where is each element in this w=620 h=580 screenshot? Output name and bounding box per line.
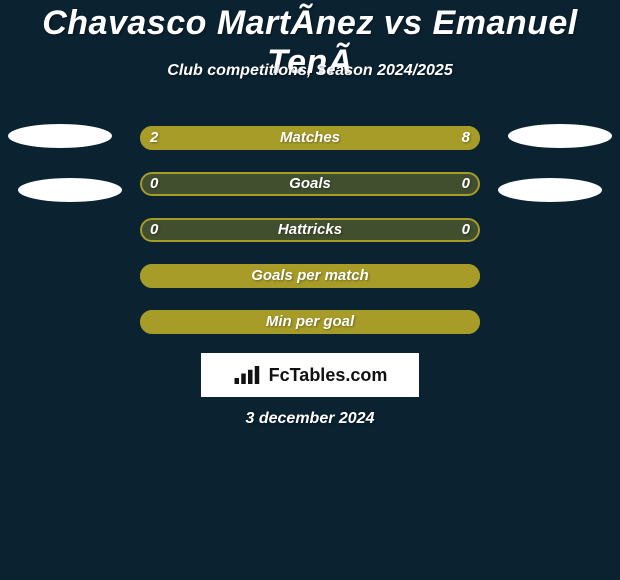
player-marker	[18, 178, 122, 202]
stat-row-min-per-goal: Min per goal	[140, 310, 480, 334]
stat-value-right: 8	[462, 126, 470, 150]
branding-text: FcTables.com	[269, 365, 388, 386]
player-marker	[498, 178, 602, 202]
date-text: 3 december 2024	[0, 410, 620, 428]
branding-badge: FcTables.com	[201, 353, 419, 397]
stat-label: Goals	[140, 172, 480, 196]
stat-label: Hattricks	[140, 218, 480, 242]
stat-row-matches: Matches2 8	[140, 126, 480, 150]
player-marker	[8, 124, 112, 148]
bars-icon	[233, 364, 263, 386]
stat-label: Min per goal	[140, 310, 480, 334]
stat-row-goals-per-match: Goals per match	[140, 264, 480, 288]
stat-value-right: 0	[462, 172, 470, 196]
stat-label: Matches	[140, 126, 480, 150]
stat-row-hattricks: Hattricks0 0	[140, 218, 480, 242]
subtitle: Club competitions, Season 2024/2025	[0, 62, 620, 80]
stat-row-goals: Goals0 0	[140, 172, 480, 196]
player-marker	[508, 124, 612, 148]
stat-label: Goals per match	[140, 264, 480, 288]
stat-value-left: 2	[150, 126, 158, 150]
stat-value-left: 0	[150, 172, 158, 196]
stat-value-left: 0	[150, 218, 158, 242]
stat-value-right: 0	[462, 218, 470, 242]
